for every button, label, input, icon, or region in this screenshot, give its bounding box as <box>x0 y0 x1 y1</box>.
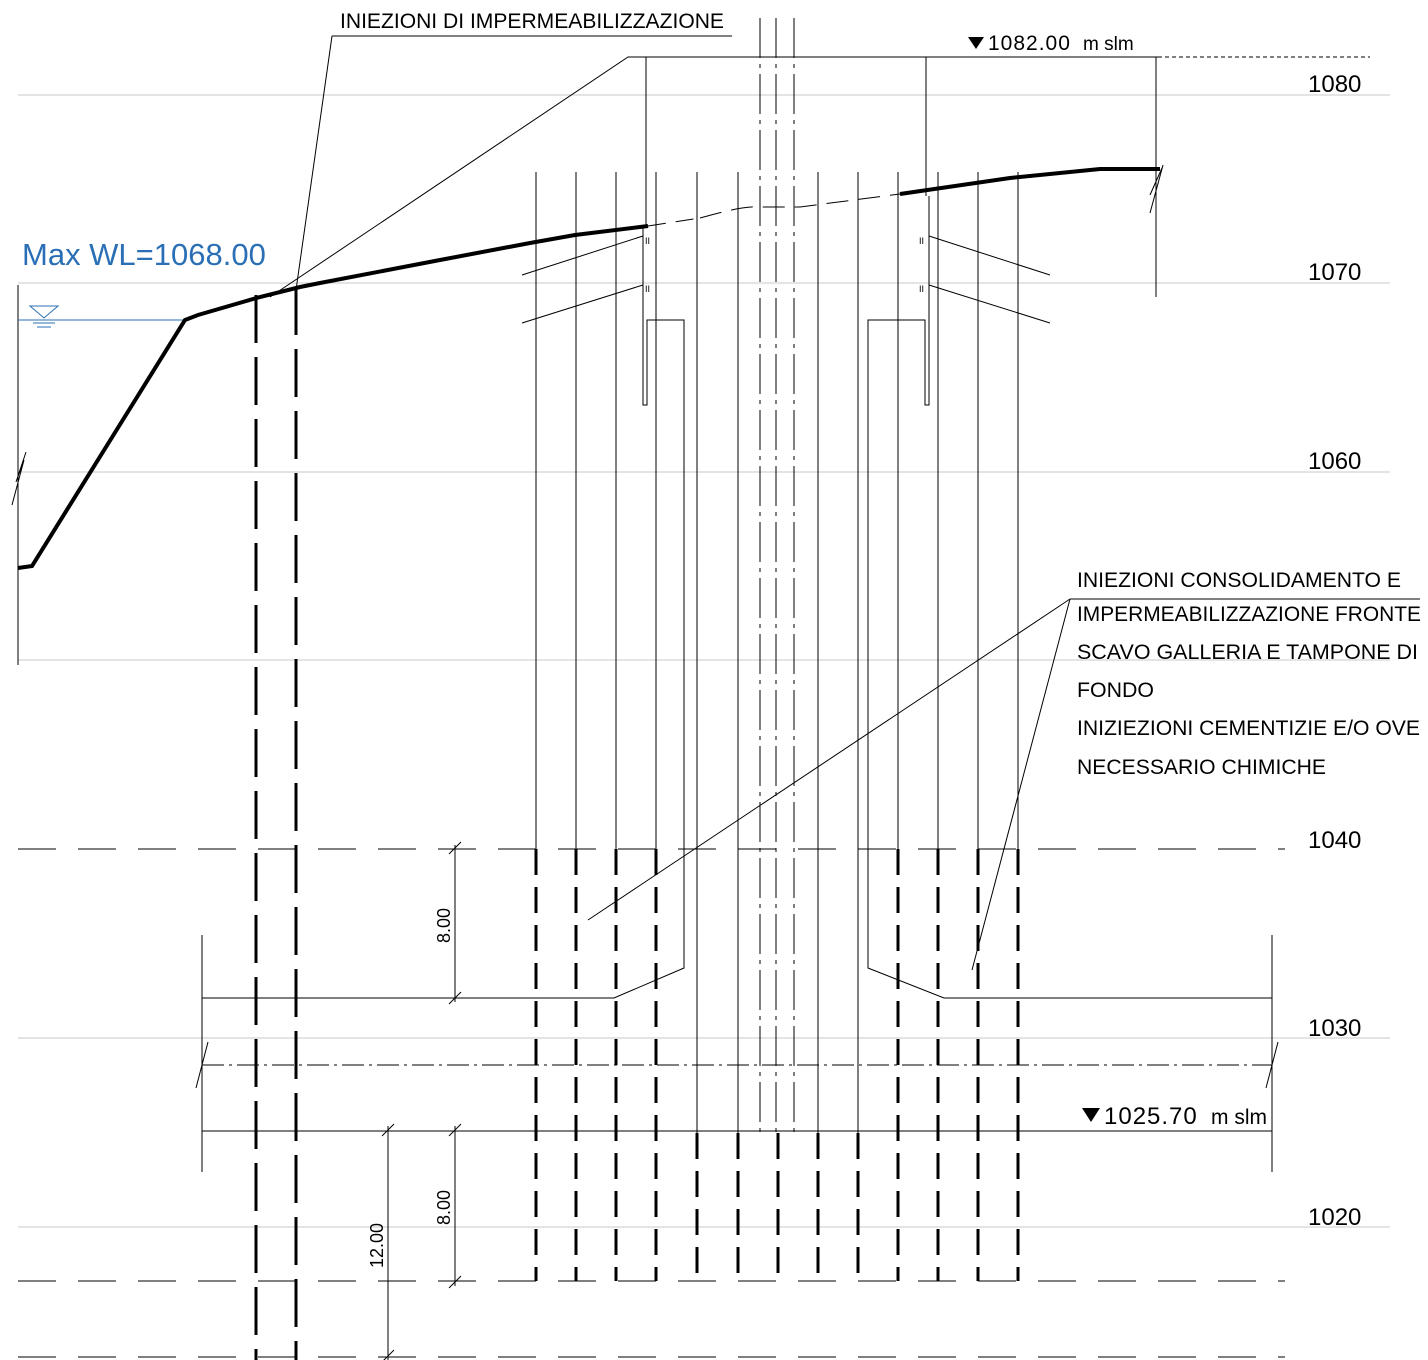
left-border <box>11 285 33 665</box>
shaft-outline <box>195 196 1279 1172</box>
watertight-injections-label: INIEZIONI DI IMPERMEABILIZZAZIONE <box>340 10 724 33</box>
note-line-6: NECESSARIO CHIMICHE <box>1077 756 1326 779</box>
svg-text:II: II <box>645 236 650 246</box>
watertight-injections-callout: INIEZIONI DI IMPERMEABILIZZAZIONE <box>295 10 732 291</box>
note-line-1: INIEZIONI CONSOLIDAMENTO E <box>1077 569 1401 592</box>
bottom-level-value: 1025.70 <box>1104 1103 1198 1130</box>
svg-text:II: II <box>645 284 650 294</box>
level-triangle-icon <box>968 37 984 49</box>
grout-limit-lines <box>18 848 1285 1358</box>
dimension-lower-height: 8.00 <box>434 1190 454 1225</box>
note-line-4: FONDO <box>1077 679 1154 702</box>
grout-holes-upper <box>535 172 1019 1133</box>
elevation-label-1060: 1060 <box>1308 448 1361 475</box>
dam-embankment <box>269 56 1370 298</box>
elevation-label-1070: 1070 <box>1308 259 1361 286</box>
dimension-total-depth: 12.00 <box>367 1223 387 1268</box>
water-level: Max WL=1068.00 <box>18 237 266 328</box>
consolidation-note: INIEZIONI CONSOLIDAMENTO E IMPERMEABILIZ… <box>587 569 1421 971</box>
terrain-profile <box>17 164 1164 570</box>
elevation-label-1040: 1040 <box>1308 827 1361 854</box>
elevation-labels: 1080 1070 1060 1040 1030 1020 <box>1308 71 1361 1231</box>
dimensions: 8.00 8.00 12.00 <box>367 841 462 1360</box>
elevation-label-1030: 1030 <box>1308 1015 1361 1042</box>
max-water-level-label: Max WL=1068.00 <box>22 237 266 272</box>
dimension-upper-height: 8.00 <box>434 908 454 943</box>
note-line-3: SCAVO GALLERIA E TAMPONE DI <box>1077 641 1418 664</box>
top-level-unit: m slm <box>1083 34 1134 55</box>
bottom-level-unit: m slm <box>1211 1106 1267 1129</box>
note-line-2: IMPERMEABILIZZAZIONE FRONTE <box>1077 603 1421 626</box>
level-triangle-icon <box>1082 1108 1100 1122</box>
consolidation-drill-holes <box>534 849 1020 1281</box>
inclined-anchors: II II II II <box>521 235 1051 324</box>
elevation-grid <box>18 94 1390 1228</box>
shaft-centerlines <box>759 18 795 1133</box>
water-level-symbol-icon <box>28 305 60 319</box>
top-level-value: 1082.00 <box>988 32 1071 55</box>
elevation-label-1020: 1020 <box>1308 1204 1361 1231</box>
bottom-level-marker: 1025.70 m slm <box>1082 1103 1267 1130</box>
elevation-label-1080: 1080 <box>1308 71 1361 98</box>
svg-text:II: II <box>919 236 924 246</box>
note-line-5: INIZIEZIONI CEMENTIZIE E/O OVE <box>1077 717 1420 740</box>
svg-text:II: II <box>919 284 924 294</box>
watertight-drill-holes <box>254 287 298 1360</box>
top-level-marker: 1082.00 m slm <box>968 32 1134 55</box>
